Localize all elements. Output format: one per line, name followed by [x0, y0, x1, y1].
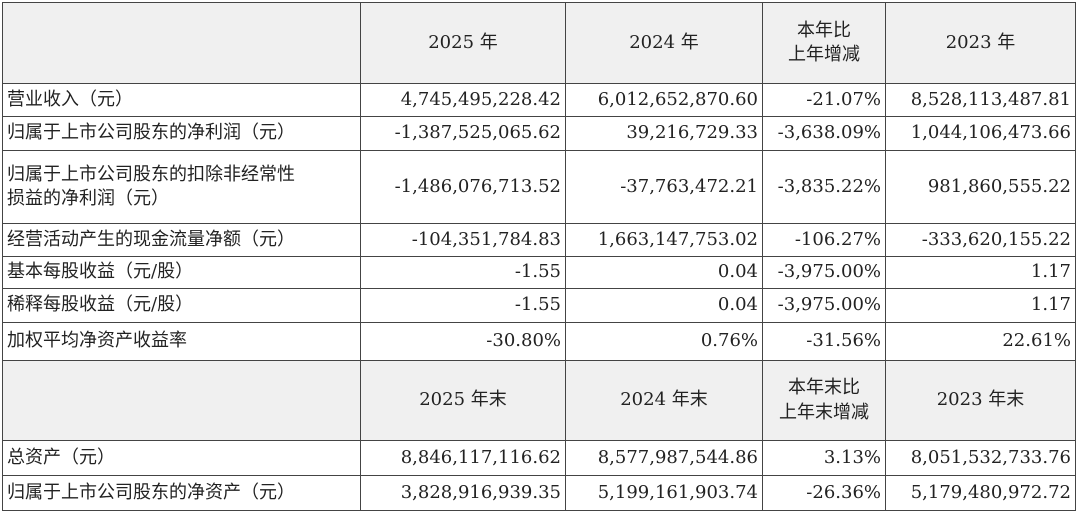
cell-value: -3,975.00% — [762, 256, 886, 289]
cell-value: 3.13% — [762, 440, 886, 476]
cell-value: 1.17 — [885, 256, 1076, 289]
cell-value: 981,860,555.22 — [885, 150, 1076, 224]
row-label: 归属于上市公司股东的净资产（元） — [2, 475, 361, 511]
table-row: 归属于上市公司股东的扣除非经常性 损益的净利润（元） -1,486,076,713.… — [2, 150, 1076, 224]
cell-value: -3,638.09% — [762, 116, 886, 151]
row-label: 基本每股收益（元/股） — [2, 256, 361, 289]
cell-value: -106.27% — [762, 223, 886, 257]
cell-value: -1,387,525,065.62 — [360, 116, 566, 151]
row-label: 营业收入（元） — [2, 83, 361, 117]
column-header: 本年末比 上年末增减 — [762, 360, 886, 441]
cell-value: 0.04 — [565, 288, 763, 323]
text-line: 本年末比 — [788, 377, 860, 399]
cell-value: 8,528,113,487.81 — [885, 83, 1076, 117]
cell-value: 39,216,729.33 — [565, 116, 763, 151]
cell-value: -30.80% — [360, 322, 566, 361]
cell-value: 1,663,147,753.02 — [565, 223, 763, 257]
row-label: 归属于上市公司股东的净利润（元） — [2, 116, 361, 151]
row-label: 归属于上市公司股东的扣除非经常性 损益的净利润（元） — [2, 150, 361, 224]
table-row: 稀释每股收益（元/股） -1.55 0.04 -3,975.00% 1.17 — [2, 288, 1076, 323]
column-header: 2025 年末 — [360, 360, 566, 441]
table-row: 基本每股收益（元/股） -1.55 0.04 -3,975.00% 1.17 — [2, 256, 1076, 289]
row-label — [2, 360, 361, 441]
column-header: 2023 年末 — [885, 360, 1076, 441]
cell-value: 3,828,916,939.35 — [360, 475, 566, 511]
column-header: 2024 年末 — [565, 360, 763, 441]
text-line: 上年末增减 — [779, 401, 869, 423]
table-row: 总资产（元） 8,846,117,116.62 8,577,987,544.86 3.… — [2, 440, 1076, 476]
cell-value: -333,620,155.22 — [885, 223, 1076, 257]
table-row: 经营活动产生的现金流量净额（元） -104,351,784.83 1,663,147… — [2, 223, 1076, 257]
column-header: 2025 年 — [360, 2, 566, 84]
column-header: 本年比 上年增减 — [762, 2, 886, 84]
cell-value: -1,486,076,713.52 — [360, 150, 566, 224]
cell-value: -31.56% — [762, 322, 886, 361]
cell-value: 8,051,532,733.76 — [885, 440, 1076, 476]
column-header: 2024 年 — [565, 2, 763, 84]
text-line: 上年增减 — [788, 44, 860, 65]
cell-value: 8,577,987,544.86 — [565, 440, 763, 476]
cell-value: 5,199,161,903.74 — [565, 475, 763, 511]
cell-value: -104,351,784.83 — [360, 223, 566, 257]
cell-value: -3,835.22% — [762, 150, 886, 224]
table-row: 2025 年末 2024 年末 本年末比 上年末增减 2023 年末 — [2, 360, 1076, 441]
table-row: 2025 年 2024 年本年比 上年增减 2023 年 — [2, 2, 1076, 84]
column-header: 2023 年 — [885, 2, 1076, 84]
cell-value: 22.61% — [885, 322, 1076, 361]
cell-value: -37,763,472.21 — [565, 150, 763, 224]
text-line: 归属于上市公司股东的扣除非经常性 — [7, 163, 295, 185]
cell-value: -21.07% — [762, 83, 886, 117]
table-row: 归属于上市公司股东的净利润（元） -1,387,525,065.62 39,216,… — [2, 116, 1076, 151]
cell-value: 1.17 — [885, 288, 1076, 323]
cell-value: 4,745,495,228.42 — [360, 83, 566, 117]
row-label: 总资产（元） — [2, 440, 361, 476]
cell-value: 1,044,106,473.66 — [885, 116, 1076, 151]
table-row: 归属于上市公司股东的净资产（元） 3,828,916,939.35 5,199,16… — [2, 475, 1076, 511]
table-row: 加权平均净资产收益率 -30.80% 0.76% -31.56% 22.61% — [2, 322, 1076, 361]
text-line: 损益的净利润（元） — [7, 188, 169, 209]
cell-value: 6,012,652,870.60 — [565, 83, 763, 117]
row-label: 经营活动产生的现金流量净额（元） — [2, 223, 361, 257]
cell-value: 5,179,480,972.72 — [885, 475, 1076, 511]
cell-value: 8,846,117,116.62 — [360, 440, 566, 476]
table-row: 营业收入（元） 4,745,495,228.42 6,012,652,870.60-… — [2, 83, 1076, 117]
cell-value: 0.76% — [565, 322, 763, 361]
text-line: 本年比 — [797, 19, 851, 41]
cell-value: -1.55 — [360, 288, 566, 323]
row-label: 稀释每股收益（元/股） — [2, 288, 361, 323]
cell-value: -1.55 — [360, 256, 566, 289]
cell-value: 0.04 — [565, 256, 763, 289]
row-label: 加权平均净资产收益率 — [2, 322, 361, 361]
cell-value: -26.36% — [762, 475, 886, 511]
row-label — [2, 2, 361, 84]
cell-value: -3,975.00% — [762, 288, 886, 323]
